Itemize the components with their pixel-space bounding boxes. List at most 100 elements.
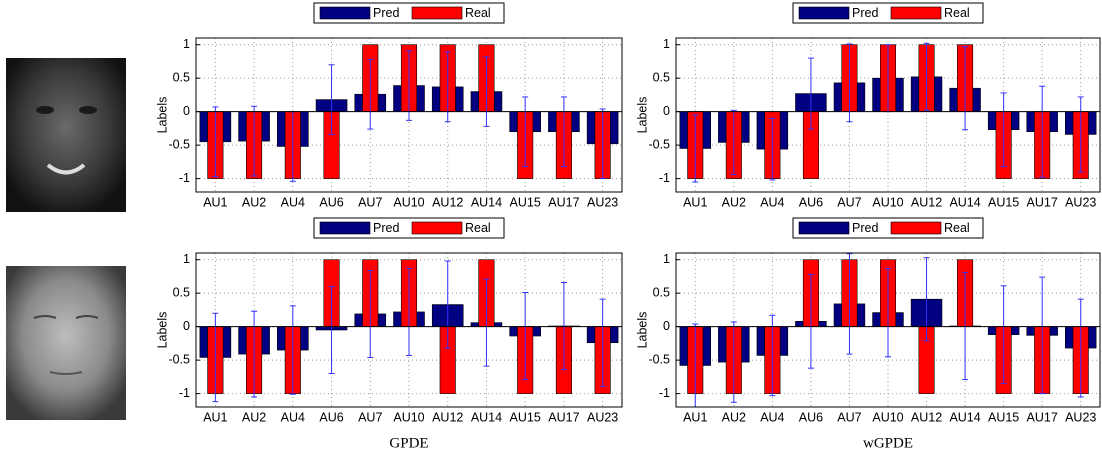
error-bar <box>367 58 374 130</box>
y-tick-label: 1 <box>183 37 190 51</box>
y-tick-label: 1 <box>663 37 670 51</box>
x-tick-label: AU7 <box>358 195 382 209</box>
y-axis-label: Labels <box>635 312 649 349</box>
x-axis-label: GPDE <box>389 435 428 451</box>
x-tick-label: AU2 <box>722 195 746 209</box>
legend-swatch <box>411 6 463 20</box>
x-tick-label: AU23 <box>1065 410 1096 424</box>
y-tick-label: -0.5 <box>648 137 670 151</box>
x-tick-label: AU15 <box>988 410 1019 424</box>
y-tick-label: 0 <box>183 319 190 333</box>
y-tick-label: 0.5 <box>653 285 670 299</box>
error-bar <box>522 96 529 168</box>
legend-swatch <box>798 6 850 20</box>
legend: Pred Real <box>792 2 984 24</box>
error-bar <box>328 285 335 375</box>
x-tick-label: AU12 <box>911 195 942 209</box>
x-tick-label: AU12 <box>911 410 942 424</box>
y-tick-label: 0.5 <box>173 70 190 84</box>
x-tick-label: AU12 <box>432 195 463 209</box>
x-tick-label: AU1 <box>683 410 707 424</box>
error-bar <box>1077 298 1084 398</box>
legend-label: Pred <box>373 221 399 235</box>
error-bar <box>406 50 412 121</box>
x-tick-label: AU4 <box>281 195 305 209</box>
legend-swatch <box>890 221 942 235</box>
x-tick-label: AU1 <box>203 195 227 209</box>
legend-swatch <box>890 6 942 20</box>
error-bar <box>923 42 930 111</box>
x-tick-label: AU14 <box>949 195 980 209</box>
error-bar <box>692 114 699 183</box>
legend-label: Real <box>465 6 491 20</box>
error-bar <box>1000 92 1007 168</box>
error-bar <box>289 305 296 395</box>
error-bar <box>444 51 451 123</box>
chart-panel: -1 -0.5 0 0.5 1 AU1 AU2 AU4 AU6 AU7 AU10 AU12 AU14 AU… <box>635 217 1101 451</box>
error-bar <box>444 260 451 349</box>
y-tick-label: 1 <box>183 252 190 266</box>
y-tick-label: -1 <box>179 171 190 185</box>
y-tick-label: -1 <box>659 386 670 400</box>
x-tick-label: AU10 <box>872 410 903 424</box>
error-bar <box>730 109 737 176</box>
error-bar <box>328 64 335 135</box>
error-bar <box>522 292 529 381</box>
x-tick-label: AU6 <box>319 410 343 424</box>
x-tick-label: AU6 <box>319 195 343 209</box>
error-bar <box>1039 276 1046 395</box>
error-bar <box>885 267 891 358</box>
x-tick-label: AU2 <box>242 195 266 209</box>
x-tick-label: AU17 <box>548 195 579 209</box>
x-tick-label: AU17 <box>1027 410 1058 424</box>
error-bar <box>769 314 776 397</box>
legend-swatch <box>319 221 371 235</box>
chart-panel: -1 -0.5 0 0.5 1 AU1 AU2 AU4 AU6 AU7 AU10 AU12 AU14 AU… <box>155 217 623 451</box>
chart-panel: -1 -0.5 0 0.5 1 AU1 AU2 AU4 AU6 AU7 AU10 AU12 AU14 AU… <box>635 2 1101 209</box>
error-bar <box>251 105 258 177</box>
x-tick-label: AU14 <box>949 410 980 424</box>
error-bar <box>1077 96 1084 173</box>
error-bar <box>730 321 737 403</box>
x-tick-label: AU14 <box>471 195 502 209</box>
x-tick-label: AU4 <box>760 410 784 424</box>
axes-frame <box>675 252 1101 408</box>
error-bar <box>367 269 374 358</box>
y-tick-label: -0.5 <box>168 137 190 151</box>
x-tick-label: AU23 <box>1065 195 1096 209</box>
x-tick-label: AU15 <box>988 195 1019 209</box>
error-bar <box>846 253 853 355</box>
axes-frame <box>195 252 623 408</box>
y-tick-label: 0 <box>663 104 670 118</box>
x-tick-label: AU7 <box>358 410 382 424</box>
error-bar <box>769 117 776 181</box>
y-tick-label: 1 <box>663 252 670 266</box>
y-tick-label: 0.5 <box>173 285 190 299</box>
legend-swatch <box>411 221 463 235</box>
legend: Pred Real <box>313 217 505 239</box>
x-tick-label: AU10 <box>872 195 903 209</box>
face-image <box>6 58 126 212</box>
error-bar <box>251 310 258 398</box>
x-tick-label: AU1 <box>203 410 227 424</box>
y-axis-label: Labels <box>155 97 169 134</box>
x-tick-label: AU2 <box>242 410 266 424</box>
x-tick-label: AU6 <box>799 410 823 424</box>
error-bar <box>962 46 969 131</box>
legend-label: Real <box>465 221 491 235</box>
axes-frame <box>195 37 623 193</box>
legend: Pred Real <box>313 2 505 24</box>
error-bar <box>560 96 567 168</box>
error-bar <box>846 43 853 123</box>
y-tick-label: -1 <box>179 386 190 400</box>
x-tick-label: AU7 <box>837 195 861 209</box>
error-bar <box>483 278 490 367</box>
x-tick-label: AU1 <box>683 195 707 209</box>
x-axis-label: wGPDE <box>863 435 913 451</box>
x-tick-label: AU17 <box>1027 195 1058 209</box>
legend: Pred Real <box>792 217 984 239</box>
x-tick-label: AU15 <box>510 410 541 424</box>
legend-label: Real <box>944 6 970 20</box>
y-tick-label: -0.5 <box>168 352 190 366</box>
